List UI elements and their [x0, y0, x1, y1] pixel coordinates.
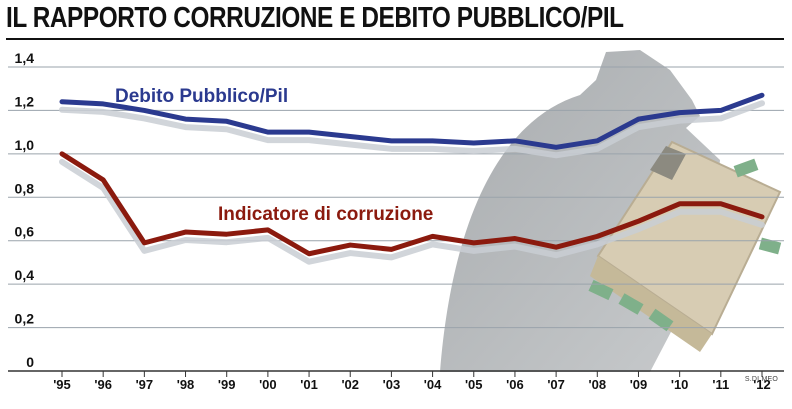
y-tick-label: 1,0 [15, 137, 35, 153]
series-shadow-debt [59, 100, 765, 159]
y-tick-label: 1,2 [15, 93, 35, 109]
credit: S.DI MEO [744, 376, 778, 383]
x-tick-label: '00 [259, 377, 277, 392]
x-tick-label: '09 [630, 377, 648, 392]
x-tick-label: '99 [218, 377, 236, 392]
banknote [618, 293, 644, 315]
briefcase-with-money-icon [588, 140, 782, 352]
banknote [648, 308, 674, 332]
x-tick-label: '08 [589, 377, 607, 392]
y-tick-label: 1,4 [15, 50, 35, 66]
x-tick-label: '07 [547, 377, 565, 392]
x-tick-label: '01 [300, 377, 318, 392]
spy-illustration [440, 50, 782, 372]
y-tick-label: 0,6 [15, 224, 35, 240]
y-axis-ticks: 0 0,2 0,4 0,6 0,8 1,0 1,2 1,4 [15, 50, 35, 370]
x-tick-label: '04 [424, 377, 442, 392]
series-layer [59, 92, 765, 265]
x-tick-label: '96 [94, 377, 112, 392]
banknote [733, 158, 759, 178]
series-label-corruption: Indicatore di corruzione [218, 204, 433, 225]
chart-title: IL RAPPORTO CORRUZIONE E DEBITO PUBBLICO… [6, 2, 624, 34]
series-line-corruption [59, 151, 765, 257]
x-tick-label: '95 [53, 377, 71, 392]
banknote [758, 237, 782, 255]
x-tick-label: '10 [671, 377, 689, 392]
y-tick-label: 0,8 [15, 180, 35, 196]
x-tick-label: '02 [341, 377, 359, 392]
x-tick-label: '97 [136, 377, 154, 392]
x-axis-ticks: '95 '96 '97 '98 '99 '00 '01 '02 '03 '04 '05 '06 '07 '… [53, 371, 771, 392]
title-rule [6, 38, 784, 40]
x-tick-label: '06 [506, 377, 524, 392]
series-shadow-corruption [59, 158, 765, 265]
series-label-debt: Debito Pubblico/Pil [115, 86, 288, 107]
y-tick-label: 0,4 [15, 267, 35, 283]
x-tick-label: '11 [712, 377, 729, 392]
x-tick-label: '98 [177, 377, 195, 392]
banknote [588, 279, 614, 301]
x-tick-label: '05 [465, 377, 483, 392]
y-tick-label: 0 [26, 354, 34, 370]
series-line-debt [59, 92, 765, 150]
x-tick-label: '12 [753, 377, 771, 392]
x-tick-label: '03 [383, 377, 401, 392]
y-tick-label: 0,2 [15, 311, 35, 327]
